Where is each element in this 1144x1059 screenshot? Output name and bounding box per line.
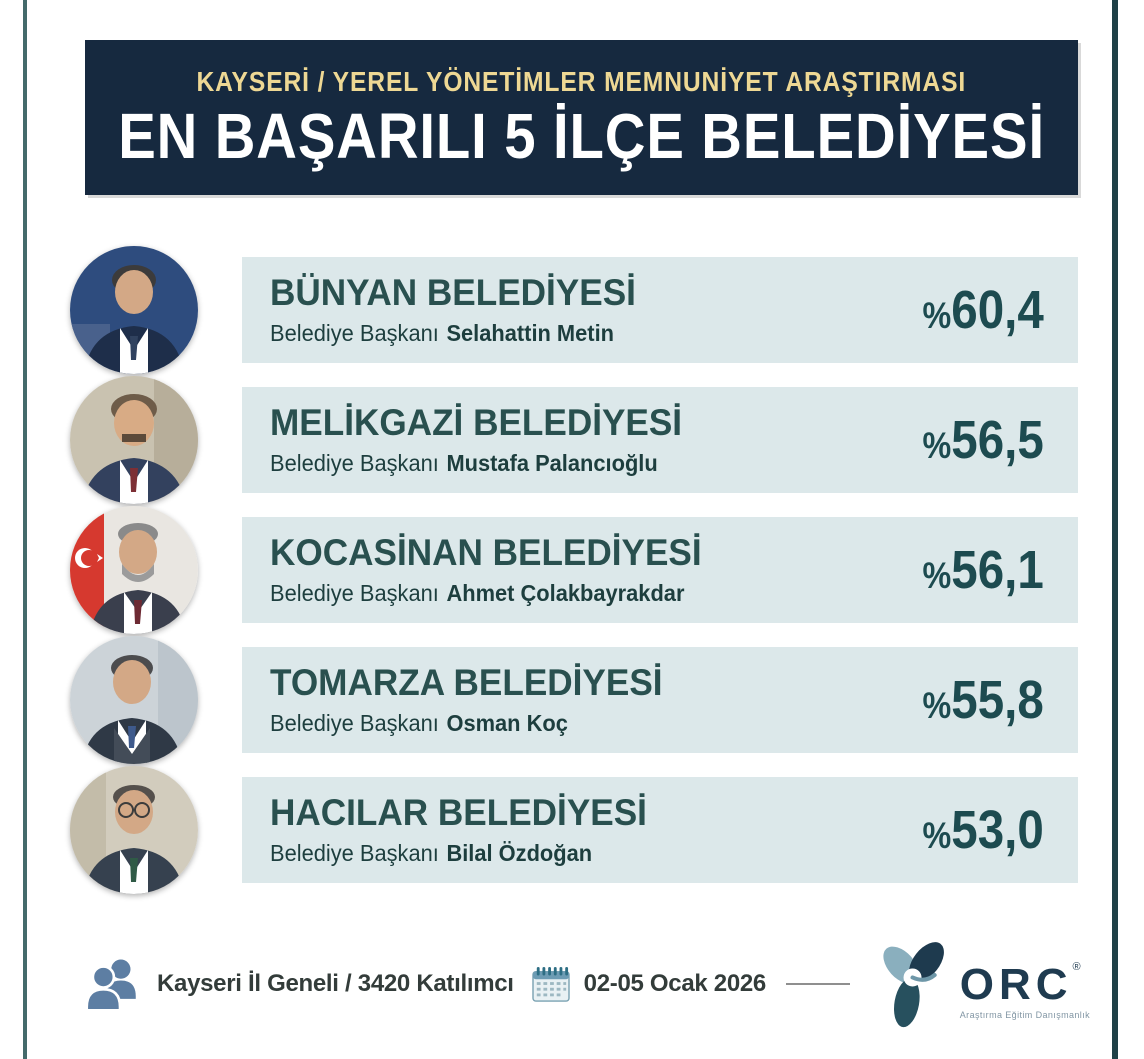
ranking-row: TOMARZA BELEDİYESİ Belediye Başkanı Osman… xyxy=(70,636,1078,764)
satisfaction-percent: %60,4 xyxy=(923,283,1044,337)
percent-sign: % xyxy=(922,425,952,466)
row-panel: KOCASİNAN BELEDİYESİ Belediye Başkanı Ahm… xyxy=(242,517,1078,623)
sample-info: Kayseri İl Geneli / 3420 Katılımcı xyxy=(157,970,514,997)
row-panel: BÜNYAN BELEDİYESİ Belediye Başkanı Selaha… xyxy=(242,257,1078,363)
municipality-name: HACILAR BELEDİYESİ xyxy=(270,792,647,834)
frame-border-left xyxy=(23,0,27,1059)
mayor-prefix-label: Belediye Başkanı xyxy=(270,709,439,736)
header-banner: KAYSERİ / YEREL YÖNETİMLER MEMNUNİYET AR… xyxy=(85,40,1078,195)
municipality-name: KOCASİNAN BELEDİYESİ xyxy=(270,532,702,574)
satisfaction-percent: %56,5 xyxy=(923,413,1044,467)
municipality-name: BÜNYAN BELEDİYESİ xyxy=(270,272,636,314)
satisfaction-percent: %55,8 xyxy=(923,673,1044,727)
mayor-name: Selahattin Metin xyxy=(446,319,614,346)
mayor-name: Bilal Özdoğan xyxy=(446,839,593,866)
date-range: 02-05 Ocak 2026 xyxy=(583,970,767,997)
satisfaction-percent: %53,0 xyxy=(923,803,1044,857)
satisfaction-percent: %56,1 xyxy=(923,543,1044,597)
percent-sign: % xyxy=(922,295,952,336)
mayor-line: Belediye Başkanı Selahattin Metin xyxy=(270,320,874,347)
page-title: EN BAŞARILI 5 İLÇE BELEDİYESİ xyxy=(118,99,1045,172)
row-panel: MELİKGAZİ BELEDİYESİ Belediye Başkanı Mus… xyxy=(242,387,1078,493)
mayor-prefix-label: Belediye Başkanı xyxy=(270,319,439,346)
mayor-name: Mustafa Palancıoğlu xyxy=(446,449,658,476)
mayor-name: Osman Koç xyxy=(446,709,568,736)
mayor-photo xyxy=(70,766,198,894)
survey-label: KAYSERİ / YEREL YÖNETİMLER MEMNUNİYET AR… xyxy=(196,65,967,97)
ranking-row: BÜNYAN BELEDİYESİ Belediye Başkanı Selaha… xyxy=(70,246,1078,374)
orc-logo-text: ORC xyxy=(959,959,1073,1009)
ranking-row: KOCASİNAN BELEDİYESİ Belediye Başkanı Ahm… xyxy=(70,506,1078,634)
orc-tagline: Araştırma Eğitim Danışmanlık xyxy=(959,1009,1090,1020)
orc-logo: ORC ® Araştırma Eğitim Danışmanlık xyxy=(874,939,1090,1029)
row-panel: HACILAR BELEDİYESİ Belediye Başkanı Bilal… xyxy=(242,777,1078,883)
footer-divider-line xyxy=(785,983,850,985)
row-panel: TOMARZA BELEDİYESİ Belediye Başkanı Osman… xyxy=(242,647,1078,753)
mayor-photo xyxy=(70,636,198,764)
ranking-list: BÜNYAN BELEDİYESİ Belediye Başkanı Selaha… xyxy=(70,246,1078,894)
ranking-row: HACILAR BELEDİYESİ Belediye Başkanı Bilal… xyxy=(70,766,1078,894)
municipality-name: MELİKGAZİ BELEDİYESİ xyxy=(270,402,683,444)
ranking-row: MELİKGAZİ BELEDİYESİ Belediye Başkanı Mus… xyxy=(70,376,1078,504)
percent-sign: % xyxy=(922,685,952,726)
percent-value: 56,5 xyxy=(951,410,1044,470)
mayor-photo xyxy=(70,246,198,374)
percent-value: 53,0 xyxy=(951,800,1044,860)
municipality-name: TOMARZA BELEDİYESİ xyxy=(270,662,663,704)
mayor-prefix-label: Belediye Başkanı xyxy=(270,579,439,606)
orc-trademark: ® xyxy=(1072,960,1081,973)
people-icon xyxy=(85,959,136,1012)
mayor-name: Ahmet Çolakbayrakdar xyxy=(446,579,685,606)
mayor-photo xyxy=(70,376,198,504)
percent-value: 60,4 xyxy=(951,280,1044,340)
orc-trefoil-icon xyxy=(883,942,944,1028)
footer: Kayseri İl Geneli / 3420 Katılımcı 02-05… xyxy=(85,938,1090,1030)
mayor-line: Belediye Başkanı Bilal Özdoğan xyxy=(270,840,874,867)
percent-sign: % xyxy=(922,555,952,596)
frame-border-right xyxy=(1112,0,1118,1059)
percent-sign: % xyxy=(922,815,952,856)
calendar-icon xyxy=(531,966,570,1002)
mayor-photo xyxy=(70,506,198,634)
mayor-line: Belediye Başkanı Mustafa Palancıoğlu xyxy=(270,450,874,477)
mayor-line: Belediye Başkanı Ahmet Çolakbayrakdar xyxy=(270,580,874,607)
mayor-prefix-label: Belediye Başkanı xyxy=(270,449,439,476)
mayor-prefix-label: Belediye Başkanı xyxy=(270,839,439,866)
percent-value: 55,8 xyxy=(951,670,1044,730)
mayor-line: Belediye Başkanı Osman Koç xyxy=(270,710,874,737)
percent-value: 56,1 xyxy=(951,540,1044,600)
